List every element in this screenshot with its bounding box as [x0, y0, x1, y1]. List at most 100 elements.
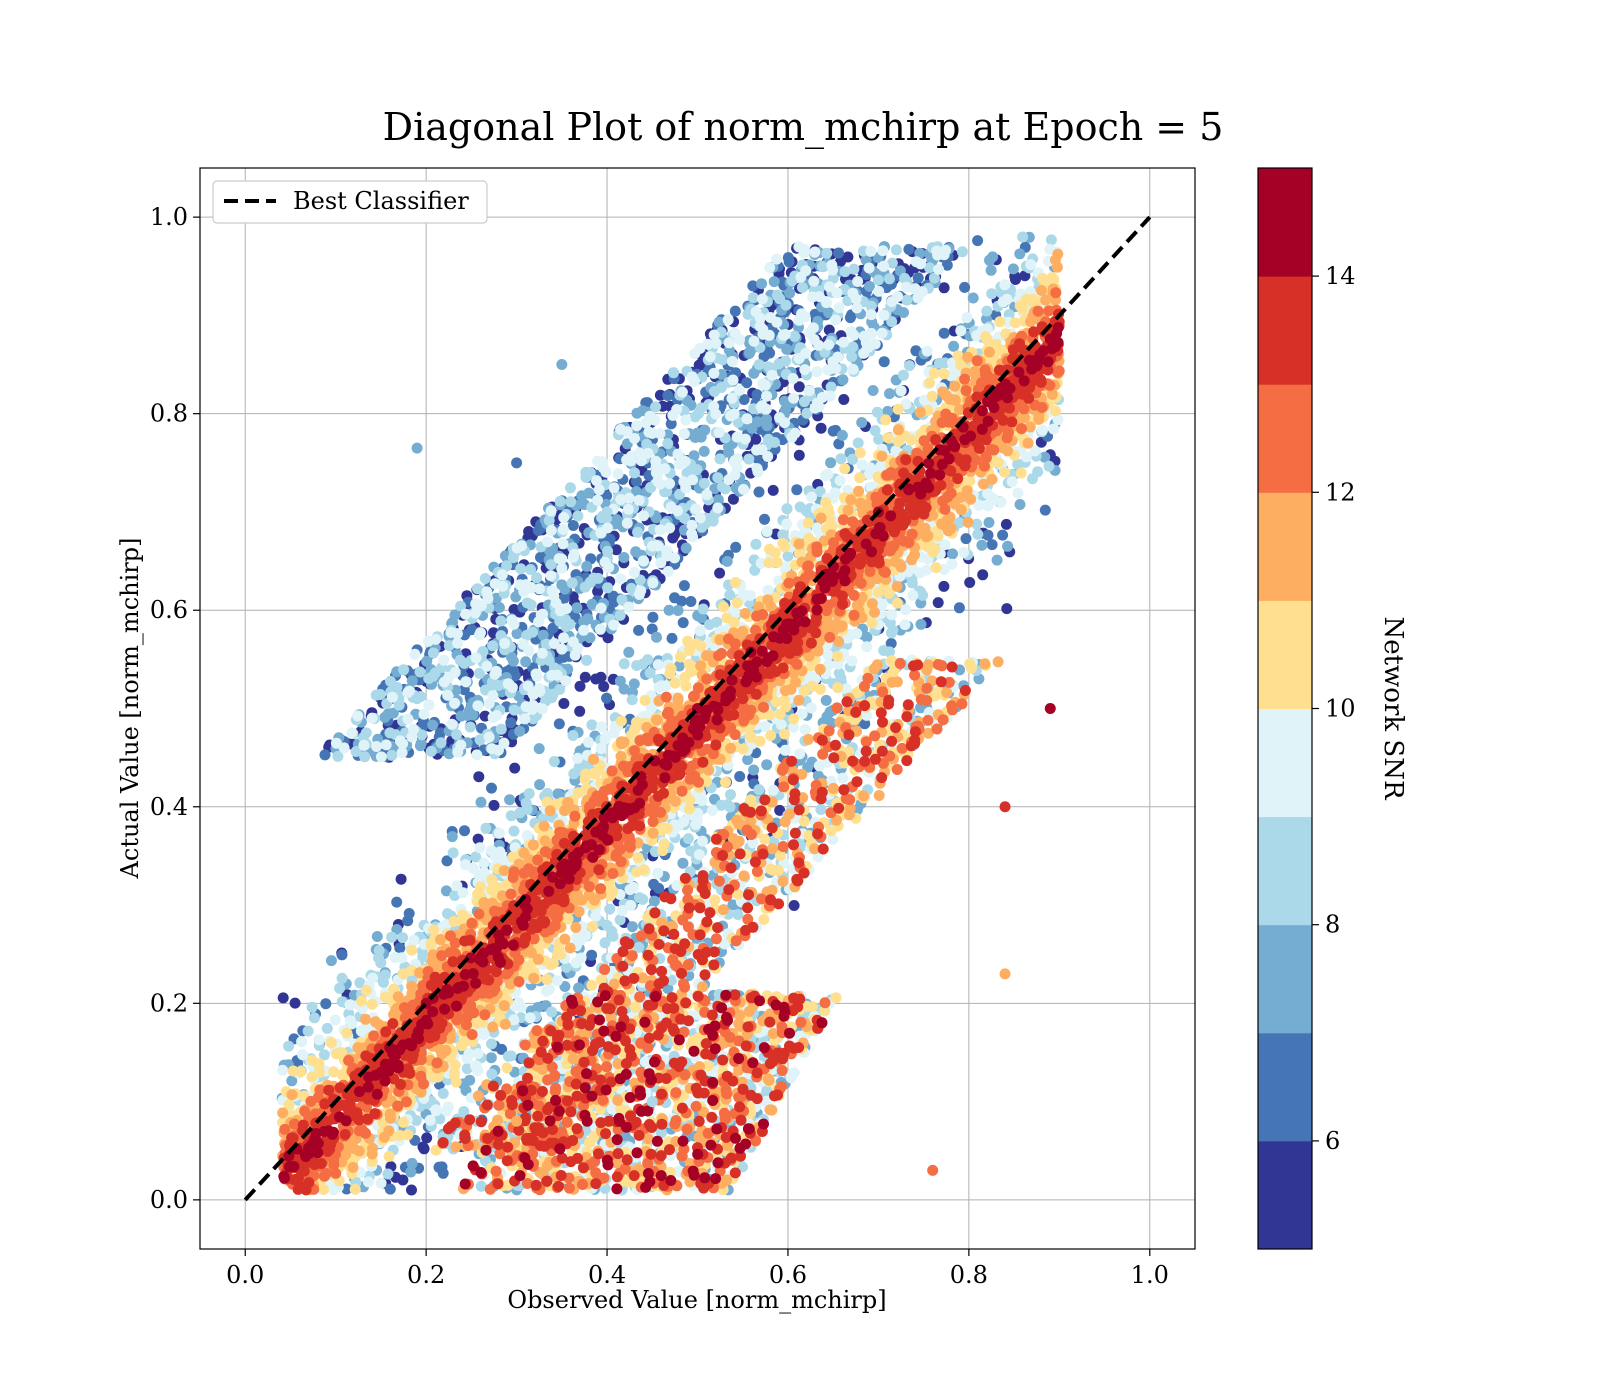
scatter-point	[594, 623, 606, 635]
scatter-point	[856, 417, 868, 428]
scatter-point	[346, 727, 358, 739]
scatter-point	[525, 599, 537, 611]
scatter-point	[832, 650, 844, 662]
scatter-point	[839, 266, 851, 278]
scatter-point	[779, 728, 790, 740]
scatter-point	[787, 373, 799, 384]
scatter-point	[467, 862, 479, 874]
scatter-point	[495, 615, 507, 627]
scatter-point	[758, 914, 770, 925]
scatter-point	[483, 731, 495, 743]
scatter-point	[590, 673, 602, 685]
scatter-point	[779, 744, 791, 756]
scatter-point	[501, 1062, 513, 1074]
scatter-point	[751, 389, 763, 401]
scatter-point	[546, 669, 558, 681]
scatter-point	[548, 756, 560, 767]
scatter-point	[653, 681, 665, 693]
scatter-point	[471, 749, 483, 761]
scatter-point	[418, 708, 430, 720]
scatter-point	[662, 390, 674, 401]
scatter-point	[474, 629, 485, 641]
scatter-point	[586, 949, 598, 961]
scatter-point	[637, 893, 649, 905]
scatter-point	[460, 608, 471, 620]
scatter-point	[672, 505, 683, 517]
scatter-point	[486, 679, 498, 691]
scatter-point	[545, 505, 557, 517]
scatter-point	[628, 566, 640, 578]
scatter-point	[283, 1040, 295, 1052]
scatter-point	[684, 644, 695, 656]
scatter-point	[352, 710, 364, 722]
scatter-point	[680, 414, 692, 426]
scatter-point	[717, 354, 729, 366]
scatter-point	[884, 388, 895, 400]
scatter-point	[838, 394, 850, 405]
scatter-point	[470, 598, 482, 610]
scatter-point	[761, 759, 773, 771]
scatter-point	[706, 805, 718, 816]
scatter-point	[803, 385, 815, 397]
scatter-point	[618, 683, 630, 695]
scatter-point	[531, 572, 543, 584]
scatter-point	[817, 261, 828, 272]
scatter-point	[753, 359, 765, 371]
scatter-point	[524, 1012, 536, 1024]
scatter-point	[608, 482, 620, 494]
scatter-point	[581, 560, 593, 572]
scatter-point	[1045, 234, 1057, 246]
scatter-point	[748, 335, 760, 347]
scatter-point	[566, 577, 578, 589]
scatter-point	[730, 541, 742, 553]
scatter-point	[565, 496, 577, 508]
scatter-point	[508, 825, 520, 837]
scatter-point	[557, 524, 569, 535]
scatter-point	[689, 411, 701, 423]
scatter-point	[481, 586, 493, 598]
scatter-point	[833, 438, 845, 450]
scatter-point	[764, 347, 776, 359]
scatter-point	[341, 1183, 353, 1195]
scatter-point	[546, 1006, 558, 1018]
scatter-point	[550, 597, 562, 609]
scatter-point	[774, 804, 786, 816]
scatter-point	[486, 782, 497, 794]
scatter-point	[478, 857, 490, 869]
scatter-point	[423, 699, 435, 711]
scatter-point	[845, 326, 857, 338]
scatter-point	[986, 539, 998, 551]
scatter-point	[686, 528, 698, 540]
scatter-point	[1025, 259, 1037, 271]
scatter-point	[414, 740, 426, 752]
scatter-point	[644, 667, 656, 679]
scatter-point	[712, 472, 724, 484]
scatter-point	[953, 602, 965, 614]
scatter-point	[869, 338, 881, 350]
scatter-point	[452, 746, 464, 758]
scatter-point	[595, 602, 607, 614]
scatter-point	[1039, 504, 1051, 516]
scatter-point	[296, 1036, 308, 1048]
scatter-point	[662, 565, 674, 577]
scatter-point	[614, 914, 626, 926]
scatter-point	[732, 909, 744, 920]
scatter-point	[652, 659, 664, 671]
scatter-point	[695, 402, 707, 414]
scatter-point	[366, 712, 378, 724]
scatter-point	[498, 737, 510, 749]
scatter-point	[876, 327, 888, 339]
chart-title: Diagonal Plot of norm_mchirp at Epoch = …	[383, 105, 1224, 150]
scatter-point	[370, 689, 382, 701]
scatter-point	[602, 632, 614, 644]
scatter-point	[811, 397, 823, 409]
scatter-point	[677, 617, 689, 629]
scatter-point	[592, 586, 604, 597]
scatter-point	[679, 455, 691, 467]
scatter-point	[496, 569, 508, 581]
scatter-point	[514, 807, 526, 819]
scatter-point	[488, 799, 500, 811]
scatter-point	[527, 700, 539, 711]
scatter-point	[297, 1049, 309, 1061]
scatter-point	[514, 725, 526, 737]
